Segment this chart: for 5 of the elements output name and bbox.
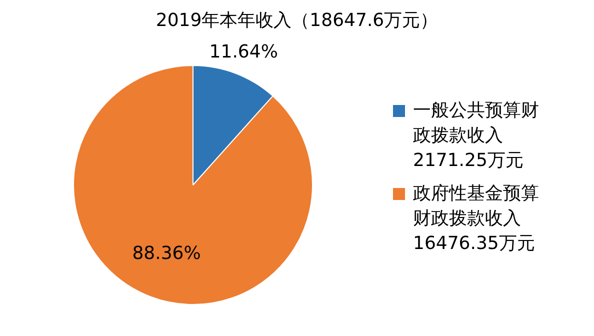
data-label: 11.64% — [209, 42, 278, 63]
legend-label: 政府性基金预算财政拨款收入16476.35万元 — [413, 182, 540, 256]
chart-title: 2019年本年收入（18647.6万元） — [154, 9, 440, 32]
legend-label: 一般公共预算财政拨款收入2171.25万元 — [413, 99, 540, 173]
data-label: 88.36% — [132, 242, 201, 264]
